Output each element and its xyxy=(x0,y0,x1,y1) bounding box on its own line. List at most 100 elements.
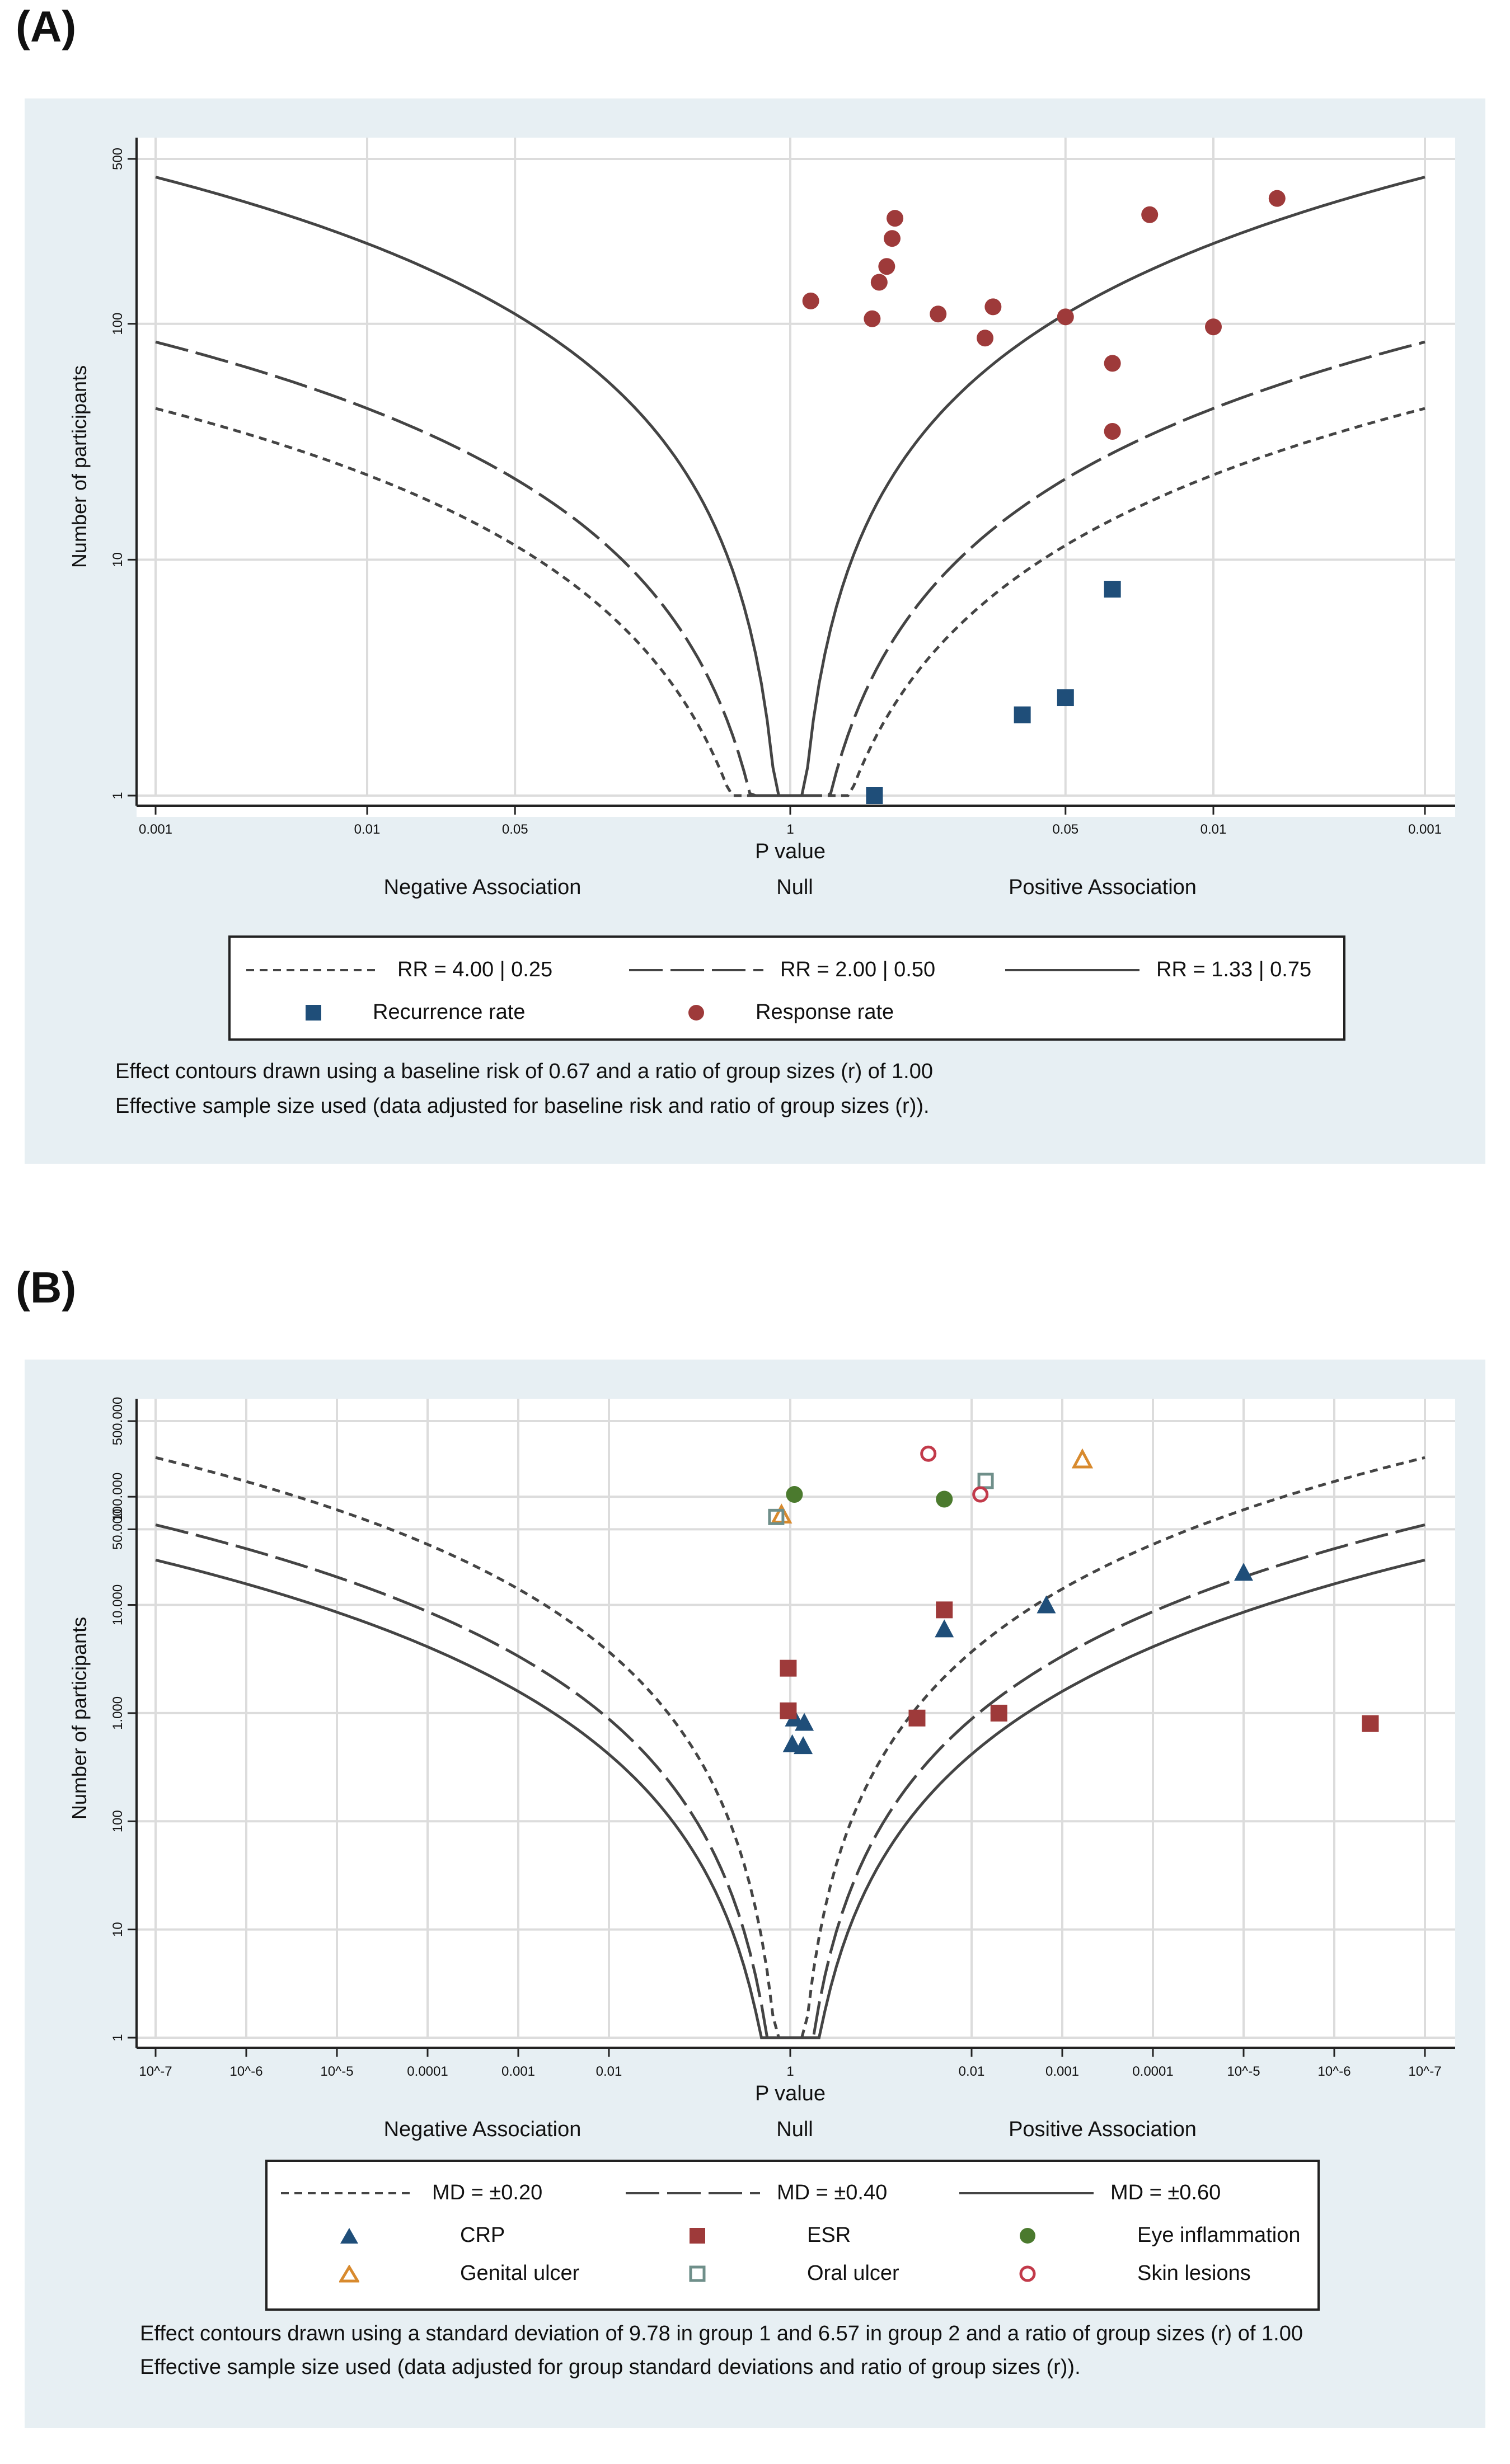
legend-b: MD = ±0.20 MD = ±0.40 MD = ±0.60 CRP ESR… xyxy=(265,2160,1320,2311)
x-tick-label: 10^-7 xyxy=(139,2064,172,2079)
point-1-4 xyxy=(884,230,901,247)
y-tick-label: 1 xyxy=(110,2034,125,2041)
legend-b-line-2-label: MD = ±0.60 xyxy=(1110,2181,1221,2204)
legend-b-oral: Oral ulcer xyxy=(688,2261,899,2286)
legend-a-line-0-label: RR = 4.00 | 0.25 xyxy=(397,958,553,981)
point-1-12 xyxy=(1141,206,1159,223)
x-tick-label: 10^-6 xyxy=(1317,2064,1350,2079)
point-4-0 xyxy=(768,1508,785,1525)
legend-a-recurrence: Recurrence rate xyxy=(304,1000,525,1024)
square-marker-icon xyxy=(306,1004,321,1021)
legend-b-item-2: MD = ±0.60 xyxy=(959,2181,1221,2205)
point-5-0 xyxy=(920,1445,937,1462)
note-b-1: Effect contours drawn using a standard d… xyxy=(140,2322,1303,2345)
legend-b-genital-label: Genital ulcer xyxy=(460,2261,580,2285)
y-tick-label: 500.000 xyxy=(110,1397,125,1446)
negative-association-label: Negative Association xyxy=(384,876,582,899)
x-tick-label: 1 xyxy=(786,2064,794,2079)
funnel-chart-a: 0.001 0.01 0.05 1 0.05 0.01 0.001 1 10 100 500 P va… xyxy=(68,138,1455,899)
square-marker-icon xyxy=(690,2227,705,2244)
point-2-1 xyxy=(936,1490,953,1508)
x-tick-label: 0.0001 xyxy=(1132,2064,1173,2079)
y-tick-label: 100.000 xyxy=(110,1473,125,1521)
y-tick-label: 500 xyxy=(110,148,125,170)
circle-marker-icon xyxy=(1020,2227,1035,2244)
point-2-0 xyxy=(786,1486,803,1503)
point-0-6 xyxy=(1234,1563,1253,1581)
point-1-4 xyxy=(990,1704,1007,1722)
legend-b-item-1: MD = ±0.40 xyxy=(626,2181,887,2205)
legend-a-recurrence-label: Recurrence rate xyxy=(373,1000,526,1024)
point-1-5 xyxy=(1362,1715,1379,1732)
legend-a-item-2: RR = 1.33 | 0.75 xyxy=(1005,958,1311,982)
x-tick-label: 0.001 xyxy=(1045,2064,1079,2079)
point-1-7 xyxy=(977,330,994,347)
point-0-3 xyxy=(794,1736,813,1755)
legend-b-esr-label: ESR xyxy=(807,2223,851,2247)
point-3-0 xyxy=(771,1503,792,1524)
x-tick-label: 0.05 xyxy=(502,822,528,837)
legend-a-line-2-label: RR = 1.33 | 0.75 xyxy=(1156,958,1312,981)
point-1-8 xyxy=(984,298,1002,316)
point-1-14 xyxy=(1268,190,1286,207)
x-tick-label: 10^-7 xyxy=(1408,2064,1441,2079)
point-1-2 xyxy=(936,1601,953,1619)
point-1-13 xyxy=(1205,318,1222,336)
legend-b-skin-label: Skin lesions xyxy=(1137,2261,1251,2285)
x-tick-label: 10^-5 xyxy=(1227,2064,1260,2079)
note-a-2: Effective sample size used (data adjuste… xyxy=(115,1094,930,1118)
legend-b-item-0: MD = ±0.20 xyxy=(281,2181,542,2205)
point-1-0 xyxy=(780,1659,797,1677)
legend-b-line-0-label: MD = ±0.20 xyxy=(432,2181,543,2204)
x-tick-label: 0.01 xyxy=(959,2064,985,2079)
y-axis-label: Number of participants xyxy=(68,365,91,568)
legend-b-eye: Eye inflammation xyxy=(1019,2223,1300,2247)
point-1-9 xyxy=(1057,308,1074,326)
hollow-circle-marker-icon xyxy=(1019,2265,1036,2282)
point-0-2 xyxy=(782,1734,802,1752)
legend-b-skin: Skin lesions xyxy=(1019,2261,1251,2286)
legend-a-response-label: Response rate xyxy=(756,1000,894,1024)
y-axis-label: Number of participants xyxy=(68,1617,91,1819)
point-1-6 xyxy=(930,305,947,323)
y-tick-label: 1 xyxy=(110,792,125,799)
hollow-square-marker-icon xyxy=(689,2265,706,2282)
x-tick-label: 0.001 xyxy=(501,2064,535,2079)
legend-a-item-0: RR = 4.00 | 0.25 xyxy=(246,958,552,982)
hollow-triangle-marker-icon xyxy=(339,2264,359,2282)
x-tick-label: 0.001 xyxy=(1408,822,1442,837)
positive-association-label: Positive Association xyxy=(1009,876,1197,899)
funnel-chart-b: 10^-7 10^-6 10^-5 0.0001 0.001 0.01 1 0.01 0.001… xyxy=(68,1397,1455,2141)
x-tick-label: 10^-5 xyxy=(320,2064,353,2079)
x-tick-label: 0.001 xyxy=(139,822,172,837)
point-4-1 xyxy=(977,1473,994,1489)
point-1-2 xyxy=(870,274,888,291)
point-1-3 xyxy=(878,258,895,275)
legend-b-oral-label: Oral ulcer xyxy=(807,2261,899,2285)
point-0-4 xyxy=(935,1619,954,1638)
x-tick-label: 0.01 xyxy=(354,822,381,837)
point-0-2 xyxy=(1057,689,1074,707)
y-tick-label: 1.000 xyxy=(110,1696,125,1730)
point-1-5 xyxy=(887,210,904,227)
point-5-1 xyxy=(972,1486,989,1503)
point-0-0 xyxy=(866,787,883,804)
x-tick-label: 0.01 xyxy=(596,2064,622,2079)
x-tick-label: 10^-6 xyxy=(229,2064,262,2079)
x-tick-label: 0.05 xyxy=(1052,822,1078,837)
legend-b-line-1-label: MD = ±0.40 xyxy=(777,2181,888,2204)
legend-b-eye-label: Eye inflammation xyxy=(1137,2223,1301,2247)
null-label: Null xyxy=(776,876,813,899)
point-1-1 xyxy=(780,1702,797,1719)
legend-a-response: Response rate xyxy=(687,1000,894,1024)
point-0-5 xyxy=(1037,1595,1056,1614)
x-tick-label: 0.01 xyxy=(1201,822,1227,837)
point-1-11 xyxy=(1104,422,1121,440)
point-0-1 xyxy=(1014,706,1031,723)
null-label: Null xyxy=(776,2118,813,2141)
point-0-1 xyxy=(795,1713,814,1731)
y-tick-label: 100 xyxy=(110,313,125,335)
point-1-0 xyxy=(802,292,819,309)
x-axis-label: P value xyxy=(755,2082,826,2105)
legend-b-genital: Genital ulcer xyxy=(339,2261,579,2286)
